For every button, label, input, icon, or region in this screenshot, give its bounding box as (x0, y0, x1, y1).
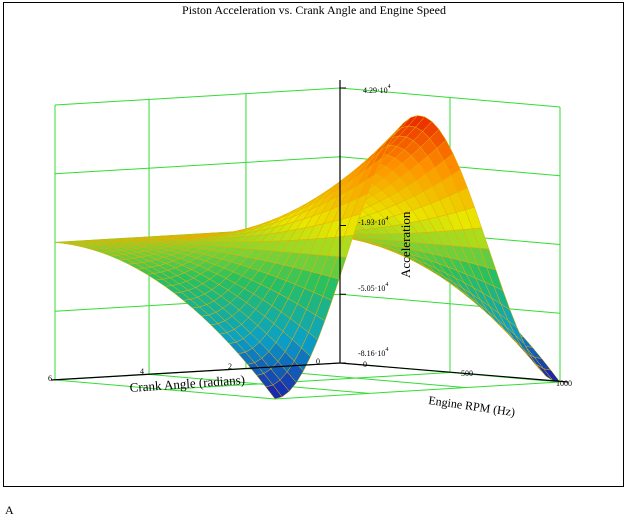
axes (50, 80, 569, 383)
z-axis-label: Acceleration (398, 211, 413, 278)
floor-gridline-v-1 (274, 381, 561, 400)
z-tick-label-2: -5.05·104 (358, 282, 388, 293)
chart-title: Piston Acceleration vs. Crank Angle and … (182, 3, 446, 17)
y-tick-label-0: 0 (363, 360, 367, 369)
x-tick-label-3: 0 (316, 357, 320, 366)
x-axis-line (50, 362, 341, 381)
gridline-level-3 (54, 156, 561, 177)
x-tick-label-2: 2 (228, 362, 232, 371)
surface-plot: 4.29·104 -1.93·104 -5.05·104 -8.16·104 6… (48, 80, 572, 419)
y-axis-label: Engine RPM (Hz) (428, 393, 516, 419)
y-tick-label-1: 500 (461, 369, 473, 378)
x-tick-label-0: 6 (48, 374, 52, 383)
y-axis-line (339, 362, 569, 383)
z-tick-label-3: -8.16·104 (358, 347, 388, 358)
gridline-level-4 (54, 87, 561, 108)
z-tick-label-1: -1.93·104 (358, 216, 388, 227)
floor-gridline-v-0 (164, 372, 451, 390)
surface-mesh (54, 115, 561, 400)
y-tick-label-2: 1000 (556, 379, 572, 388)
x-tick-labels: 6 4 2 0 (48, 357, 320, 383)
z-tick-labels: 4.29·104 -1.93·104 -5.05·104 -8.16·104 (358, 84, 391, 358)
z-tick-label-0: 4.29·104 (363, 84, 391, 95)
figure-caption: A (5, 503, 14, 517)
x-tick-label-1: 4 (140, 367, 144, 376)
surface-patch (265, 384, 283, 400)
y-tick-labels: 0 500 1000 (363, 360, 572, 388)
